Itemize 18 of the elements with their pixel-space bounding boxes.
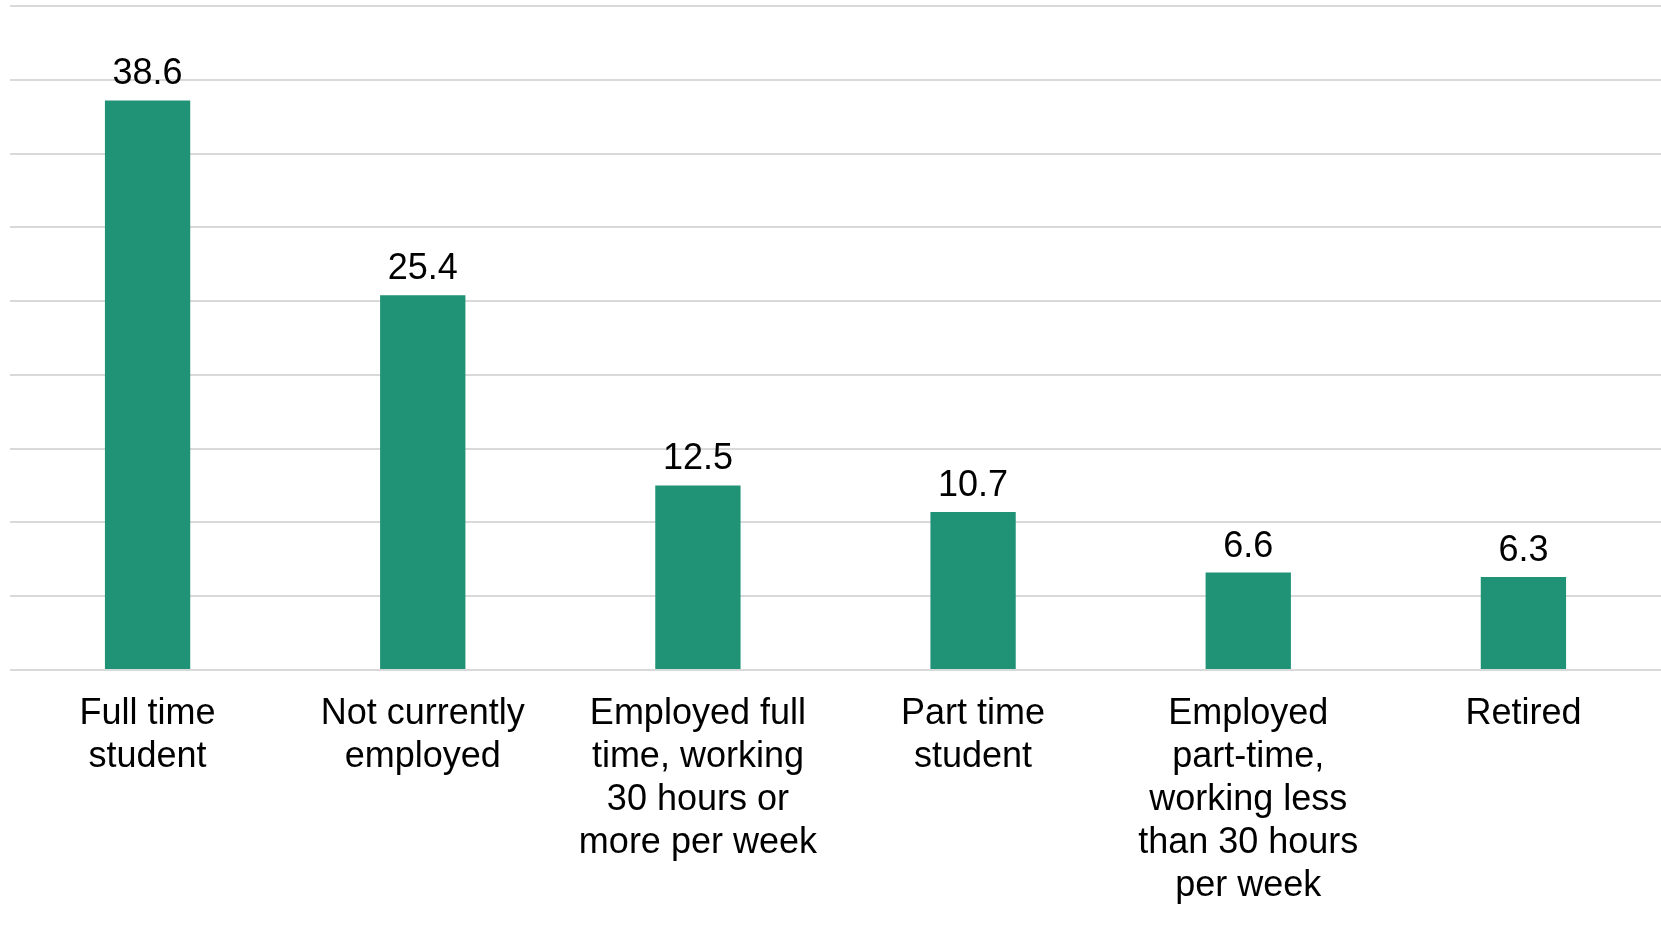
- data-label: 38.6: [112, 51, 183, 93]
- data-label: 10.7: [938, 463, 1009, 505]
- x-tick-label: Full time student: [79, 690, 216, 775]
- x-tick-label: Part time student: [901, 690, 1046, 775]
- x-tick-label: Retired: [1465, 690, 1582, 732]
- data-label: 6.3: [1498, 527, 1549, 569]
- data-label: 12.5: [662, 436, 733, 478]
- x-tick-label: Employed full time, working 30 hours or more per week: [578, 690, 818, 862]
- data-label: 25.4: [387, 246, 458, 288]
- data-label: 6.6: [1223, 523, 1274, 565]
- x-tick-label: Employed part-time, working less than 30 hours per week: [1138, 690, 1359, 905]
- bar: [1205, 572, 1291, 669]
- bar: [1480, 577, 1567, 669]
- bar: [655, 485, 741, 669]
- x-tick-label: Not currently employed: [320, 690, 525, 775]
- bar: [380, 295, 466, 669]
- bar: [104, 100, 191, 669]
- bar: [930, 512, 1016, 669]
